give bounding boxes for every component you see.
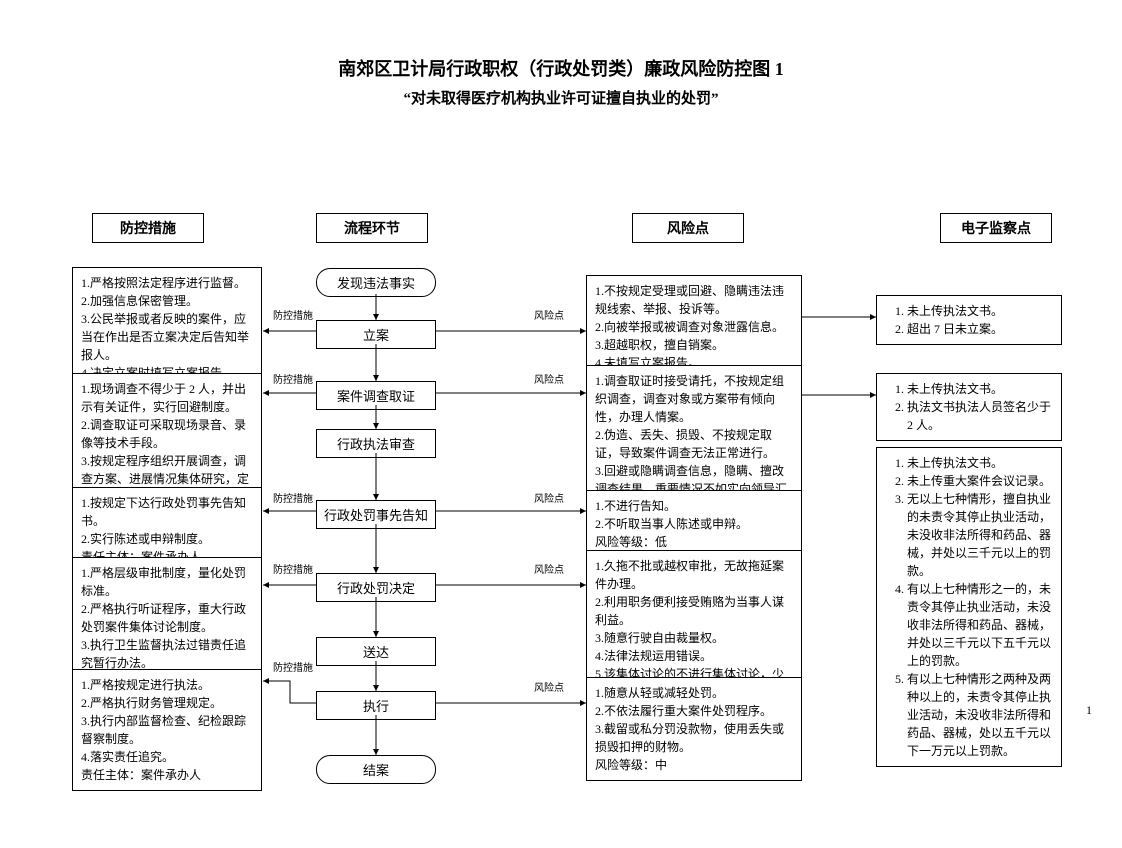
header-process: 流程环节 [316,213,428,243]
edge-label: 防控措施 [273,307,313,322]
step-notify: 行政处罚事先告知 [316,500,436,529]
monitor-3-item: 无以上七种情形，擅自执业的未责令其停止执业活动，未没收非法所得和药品、器械，并处… [907,490,1053,580]
step-close: 结案 [316,755,436,784]
page-subtitle: “对未取得医疗机构执业许可证擅自执业的处罚” [0,87,1122,108]
step-review: 行政执法审查 [316,429,436,458]
step-execute: 执行 [316,691,436,720]
monitor-3: 未上传执法文书。 未上传重大案件会议记录。 无以上七种情形，擅自执业的未责令其停… [876,447,1062,767]
prevention-5: 1.严格按规定进行执法。 2.严格执行财务管理规定。 3.执行内部监督检查、纪检… [72,669,262,791]
monitor-3-item: 未上传重大案件会议记录。 [907,472,1053,490]
edge-label: 防控措施 [273,659,313,674]
step-investigate: 案件调查取证 [316,381,436,410]
monitor-3-item: 未上传执法文书。 [907,454,1053,472]
monitor-2: 未上传执法文书。 执法文书执法人员签名少于 2 人。 [876,373,1062,441]
monitor-1-item: 超出 7 日未立案。 [907,320,1053,338]
page-number: 1 [1086,703,1092,718]
edge-label: 风险点 [534,679,564,694]
risk-5: 1.随意从轻或减轻处罚。 2.不依法履行重大案件处罚程序。 3.截留或私分罚没款… [586,677,802,781]
monitor-2-item: 执法文书执法人员签名少于 2 人。 [907,398,1053,434]
monitor-3-item: 有以上七种情形之两种及两种以上的，未责令其停止执业活动，未没收非法所得和药品、器… [907,670,1053,760]
edge-label: 防控措施 [273,490,313,505]
monitor-2-item: 未上传执法文书。 [907,380,1053,398]
monitor-1: 未上传执法文书。 超出 7 日未立案。 [876,295,1062,345]
edge-label: 风险点 [534,307,564,322]
header-prevention: 防控措施 [92,213,204,243]
edge-label: 防控措施 [273,371,313,386]
step-discover: 发现违法事实 [316,268,436,297]
step-decide: 行政处罚决定 [316,573,436,602]
header-monitor: 电子监察点 [940,213,1052,243]
risk-3: 1.不进行告知。 2.不听取当事人陈述或申辩。 风险等级：低 [586,490,802,558]
edge-label: 防控措施 [273,561,313,576]
step-deliver: 送达 [316,637,436,666]
header-risk: 风险点 [632,213,744,243]
monitor-1-item: 未上传执法文书。 [907,302,1053,320]
monitor-3-item: 有以上七种情形之一的，未责令其停止执业活动，未没收非法所得和药品、器械，并处以三… [907,580,1053,670]
edge-label: 风险点 [534,561,564,576]
edge-label: 风险点 [534,371,564,386]
page-title: 南郊区卫计局行政职权（行政处罚类）廉政风险防控图 1 [0,55,1122,81]
step-file: 立案 [316,320,436,349]
risk-1: 1.不按规定受理或回避、隐瞒违法违规线索、举报、投诉等。 2.向被举报或被调查对… [586,275,802,379]
edge-label: 风险点 [534,490,564,505]
